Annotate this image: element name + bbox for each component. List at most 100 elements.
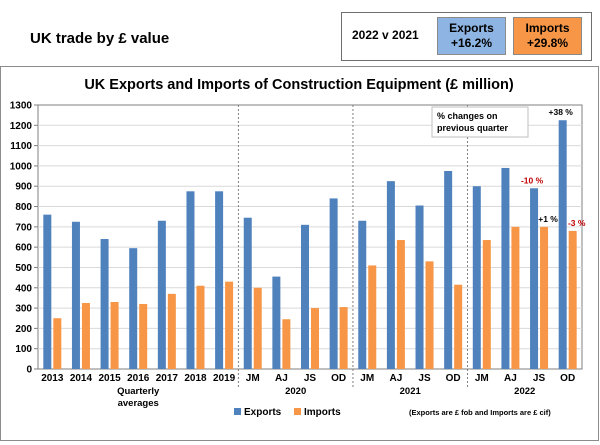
imports-bar xyxy=(454,284,463,369)
change-annotation: -3 % xyxy=(568,218,586,228)
y-tick-label: 900 xyxy=(15,182,32,193)
imports-bar xyxy=(568,230,577,369)
group-label: averages xyxy=(118,398,159,409)
exports-bar xyxy=(415,205,424,369)
page-title: UK trade by £ value xyxy=(30,30,170,47)
legend-swatch-imports xyxy=(294,408,301,415)
imports-tile-value: +29.8% xyxy=(526,36,569,50)
imports-bar xyxy=(282,319,291,369)
imports-bar xyxy=(511,226,520,369)
footnote: (Exports are £ fob and Imports are £ cif… xyxy=(409,408,551,417)
imports-bar xyxy=(167,293,176,369)
y-tick-label: 300 xyxy=(15,304,32,315)
x-tick-label: AJ xyxy=(275,373,288,384)
plot-area xyxy=(37,104,583,370)
imports-bar xyxy=(81,303,90,369)
exports-bar xyxy=(100,239,109,369)
x-tick-label: 2019 xyxy=(213,373,236,384)
x-tick-label: JM xyxy=(475,373,489,384)
group-label: 2020 xyxy=(285,386,306,397)
exports-tile-label: Exports xyxy=(449,21,494,35)
x-tick-label: OD xyxy=(446,373,461,384)
imports-tile-label: Imports xyxy=(525,21,570,35)
change-annotation: -10 % xyxy=(521,175,544,185)
imports-bar xyxy=(196,285,205,369)
imports-bar xyxy=(53,318,62,369)
exports-bar xyxy=(243,217,252,369)
y-tick-label: 400 xyxy=(15,283,32,294)
y-tick-label: 500 xyxy=(15,263,32,274)
exports-bar xyxy=(501,167,510,369)
imports-bar xyxy=(253,287,262,369)
x-tick-label: JS xyxy=(304,373,317,384)
annotation-note: % changes on xyxy=(437,111,498,121)
exports-bar xyxy=(215,191,224,369)
change-annotation: +1 % xyxy=(538,214,558,224)
y-tick-label: 100 xyxy=(15,344,32,355)
x-tick-label: 2015 xyxy=(98,373,121,384)
exports-bar xyxy=(444,171,453,369)
legend-label-exports: Exports xyxy=(244,407,282,418)
y-tick-label: 600 xyxy=(15,243,32,254)
y-tick-label: 200 xyxy=(15,324,32,335)
exports-bar xyxy=(186,191,195,369)
x-tick-label: 2014 xyxy=(70,373,93,384)
y-tick-label: 1300 xyxy=(10,101,33,112)
y-tick-label: 0 xyxy=(26,365,32,376)
imports-bar xyxy=(311,308,319,369)
imports-bar xyxy=(339,307,348,369)
exports-bar xyxy=(558,120,567,369)
x-tick-label: 2016 xyxy=(127,373,150,384)
exports-bar xyxy=(329,198,338,369)
period-label: 2022 v 2021 xyxy=(352,28,419,42)
x-tick-label: 2013 xyxy=(41,373,64,384)
group-label: 2022 xyxy=(514,386,535,397)
change-annotation: +38 % xyxy=(549,107,574,117)
exports-bar xyxy=(386,181,395,369)
exports-bar xyxy=(129,248,138,369)
exports-bar xyxy=(43,214,52,369)
imports-bar xyxy=(225,281,234,369)
exports-bar xyxy=(472,186,481,369)
legend-swatch-exports xyxy=(234,408,241,415)
imports-bar xyxy=(396,240,405,369)
x-tick-label: 2017 xyxy=(156,373,179,384)
annotation-note: previous quarter xyxy=(437,123,509,133)
imports-bar xyxy=(368,265,377,369)
summary-box: 2022 v 2021 Exports +16.2% Imports +29.8… xyxy=(341,12,592,61)
y-tick-label: 800 xyxy=(15,202,32,213)
group-label: Quarterly xyxy=(117,386,160,397)
x-tick-label: AJ xyxy=(504,373,517,384)
chart-frame: UK Exports and Imports of Construction E… xyxy=(0,66,599,441)
y-tick-label: 700 xyxy=(15,222,32,233)
y-tick-label: 1200 xyxy=(10,121,33,132)
exports-bar xyxy=(301,224,309,369)
x-tick-label: JS xyxy=(533,373,546,384)
imports-bar xyxy=(482,240,491,369)
y-tick-label: 1000 xyxy=(10,161,33,172)
x-tick-label: JM xyxy=(360,373,374,384)
x-tick-label: JM xyxy=(246,373,260,384)
x-tick-label: OD xyxy=(560,373,575,384)
legend-label-imports: Imports xyxy=(304,407,341,418)
x-tick-label: AJ xyxy=(389,373,402,384)
imports-bar xyxy=(110,301,119,369)
exports-tile-value: +16.2% xyxy=(450,36,493,50)
exports-bar xyxy=(358,220,367,369)
imports-change-tile: Imports +29.8% xyxy=(513,17,582,55)
x-tick-label: 2018 xyxy=(184,373,207,384)
x-tick-label: OD xyxy=(331,373,346,384)
trade-chart: UK Exports and Imports of Construction E… xyxy=(10,77,586,418)
annotation-box xyxy=(431,106,529,138)
x-tick-label: JS xyxy=(418,373,431,384)
imports-bar xyxy=(139,304,148,369)
group-label: 2021 xyxy=(400,386,422,397)
exports-bar xyxy=(71,221,80,369)
exports-change-tile: Exports +16.2% xyxy=(437,17,506,55)
exports-bar xyxy=(157,220,166,369)
exports-bar xyxy=(272,276,281,369)
chart-title: UK Exports and Imports of Construction E… xyxy=(84,77,514,93)
y-tick-label: 1100 xyxy=(10,141,32,152)
exports-bar xyxy=(530,188,539,369)
imports-bar xyxy=(540,226,549,369)
